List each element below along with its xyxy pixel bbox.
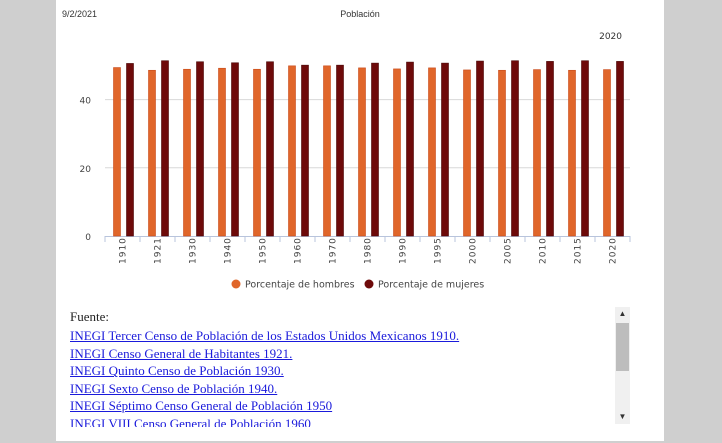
x-tick-label: 1995 xyxy=(434,237,444,264)
x-tick-label: 1930 xyxy=(189,237,199,264)
source-link[interactable]: INEGI Censo General de Habitantes 1921. xyxy=(70,345,293,361)
bar-hombres xyxy=(253,68,261,237)
bar-mujeres xyxy=(406,61,414,237)
x-tick-label: 2020 xyxy=(609,237,619,264)
bar-hombres xyxy=(393,68,401,237)
scroll-up-arrow-icon[interactable]: ▲ xyxy=(618,309,627,318)
bar-mujeres xyxy=(371,62,379,237)
y-tick-label: 40 xyxy=(80,97,92,107)
bar-mujeres xyxy=(196,61,204,237)
source-link[interactable]: INEGI Tercer Censo de Población de los E… xyxy=(70,328,460,343)
x-tick-label: 1940 xyxy=(224,237,234,264)
bar-mujeres xyxy=(546,61,554,237)
bar-hombres xyxy=(183,68,191,237)
bar-mujeres xyxy=(476,60,484,237)
source-link[interactable]: INEGI Séptimo Censo General de Población… xyxy=(70,398,333,413)
source-link[interactable]: INEGI VIII Censo General de Población 19… xyxy=(70,415,311,428)
x-tick-label: 1960 xyxy=(294,237,304,264)
bar-mujeres xyxy=(616,61,624,237)
x-tick-label: 1910 xyxy=(119,237,129,264)
x-tick-label: 1921 xyxy=(154,237,164,264)
report-page: 9/2/2021 Población 0 20 40 1910 1921 1930 1940… xyxy=(56,0,664,441)
legend-label: Porcentaje de mujeres xyxy=(378,280,484,291)
sources-box: Fuente: INEGI Tercer Censo de Población … xyxy=(70,305,630,427)
bar-hombres xyxy=(113,67,121,237)
scrollbar[interactable]: ▲ ▼ xyxy=(615,307,630,424)
legend-marker xyxy=(231,279,241,289)
bar-mujeres xyxy=(266,61,274,237)
bar-hombres xyxy=(148,69,156,237)
x-tick-label: 1980 xyxy=(364,237,374,264)
legend-label: Porcentaje de hombres xyxy=(245,280,355,291)
y-tick-label: 20 xyxy=(80,165,92,175)
bar-mujeres xyxy=(231,62,239,237)
chart-annotation: 2020 xyxy=(599,32,622,42)
bar-mujeres xyxy=(301,64,309,237)
bar-hombres xyxy=(428,67,436,237)
x-tick-label: 2000 xyxy=(469,237,479,264)
y-tick-label: 0 xyxy=(85,233,91,243)
bar-mujeres xyxy=(336,64,344,237)
bar-hombres xyxy=(218,67,226,237)
bar-mujeres xyxy=(441,62,449,237)
bar-hombres xyxy=(358,67,366,237)
bar-hombres xyxy=(568,69,576,237)
bar-mujeres xyxy=(126,63,134,237)
x-tick-label: 1950 xyxy=(259,237,269,264)
bar-hombres xyxy=(498,69,506,237)
sources-label: Fuente: xyxy=(70,309,109,324)
date-label: 9/2/2021 xyxy=(62,9,98,19)
source-link[interactable]: INEGI Sexto Censo de Población 1940. xyxy=(70,380,278,396)
chart-title: Población xyxy=(340,9,380,19)
bar-mujeres xyxy=(511,60,519,237)
x-tick-label: 1970 xyxy=(329,237,339,264)
bar-mujeres xyxy=(161,60,169,237)
bar-hombres xyxy=(288,65,296,237)
x-tick-label: 1990 xyxy=(399,237,409,264)
bar-hombres xyxy=(323,65,331,237)
x-tick-label: 2005 xyxy=(504,237,514,264)
x-tick-label: 2015 xyxy=(574,237,584,264)
bar-hombres xyxy=(463,69,471,237)
bar-chart: 0 20 40 1910 1921 1930 1940 1950 1960 1970 1980 199… xyxy=(80,32,631,291)
legend-marker xyxy=(364,279,374,289)
scrollbar-thumb[interactable] xyxy=(616,323,629,371)
scroll-down-arrow-icon[interactable]: ▼ xyxy=(618,412,627,421)
bar-hombres xyxy=(603,69,611,237)
x-tick-label: 2010 xyxy=(539,237,549,264)
source-link[interactable]: INEGI Quinto Censo de Población 1930. xyxy=(70,363,284,378)
bar-hombres xyxy=(533,69,541,237)
bar-mujeres xyxy=(581,60,589,237)
